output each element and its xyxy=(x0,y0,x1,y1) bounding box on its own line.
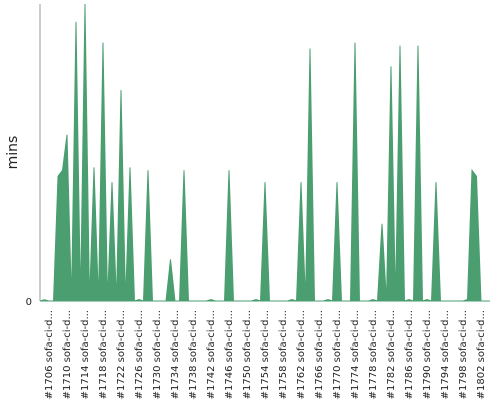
x-tick-label: #1706 sofa-ci-d... xyxy=(44,310,55,399)
x-tick-label: #1746 sofa-ci-d... xyxy=(224,310,235,399)
x-tick-label: #1750 sofa-ci-d... xyxy=(242,310,253,399)
x-tick-label: #1766 sofa-ci-d... xyxy=(314,310,325,399)
x-tick-label: #1774 sofa-ci-d... xyxy=(350,310,361,399)
x-tick-label: #1770 sofa-ci-d... xyxy=(332,310,343,399)
x-tick-label: #1790 sofa-ci-d... xyxy=(422,310,433,399)
plot-area xyxy=(39,3,490,302)
x-tick-label: #1778 sofa-ci-d... xyxy=(368,310,379,399)
x-tick-label: #1794 sofa-ci-d... xyxy=(440,310,451,399)
x-axis-ticks: #1706 sofa-ci-d... #1710 sofa-ci-d... #171… xyxy=(44,310,487,399)
y-tick-label: 0 xyxy=(26,297,32,308)
x-tick-label: #1762 sofa-ci-d... xyxy=(296,310,307,399)
x-tick-label: #1710 sofa-ci-d... xyxy=(62,310,73,399)
x-tick-label: #1726 sofa-ci-d... xyxy=(134,310,145,399)
x-tick-label: #1738 sofa-ci-d... xyxy=(188,310,199,399)
x-tick-label: #1802 sofa-ci-d... xyxy=(476,310,487,399)
x-tick-label: #1786 sofa-ci-d... xyxy=(404,310,415,399)
x-tick-label: #1742 sofa-ci-d... xyxy=(206,310,217,399)
x-tick-label: #1734 sofa-ci-d... xyxy=(170,310,181,399)
x-tick-label: #1730 sofa-ci-d... xyxy=(152,310,163,399)
x-tick-label: #1714 sofa-ci-d... xyxy=(80,310,91,399)
x-tick-label: #1798 sofa-ci-d... xyxy=(458,310,469,399)
x-tick-label: #1718 sofa-ci-d... xyxy=(98,310,109,399)
y-axis-title: mins xyxy=(5,136,21,170)
series-area xyxy=(39,3,490,302)
x-tick-label: #1782 sofa-ci-d... xyxy=(386,310,397,399)
x-tick-label: #1722 sofa-ci-d... xyxy=(116,310,127,399)
x-tick-label: #1758 sofa-ci-d... xyxy=(278,310,289,399)
y-axis-ticks: 0 xyxy=(26,297,32,308)
x-tick-label: #1754 sofa-ci-d... xyxy=(260,310,271,399)
